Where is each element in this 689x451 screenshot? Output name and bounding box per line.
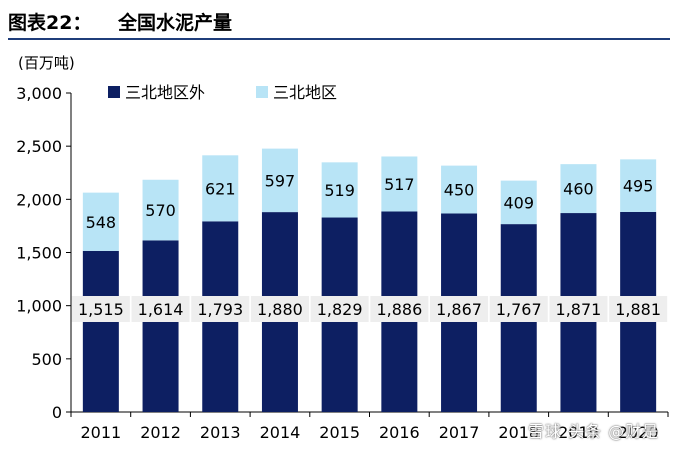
x-tick-label: 2016 bbox=[379, 423, 420, 442]
data-label-box bbox=[370, 296, 429, 322]
y-tick-label: 500 bbox=[31, 350, 62, 369]
bar-segment-three-north bbox=[381, 156, 418, 212]
header-rule bbox=[8, 38, 670, 40]
legend-label: 三北地区外 bbox=[125, 83, 205, 102]
data-label-box bbox=[131, 296, 190, 322]
bar-segment-three-north bbox=[620, 159, 657, 212]
bar-segment-outside-three-north bbox=[142, 240, 179, 412]
data-label-top: 495 bbox=[623, 177, 654, 196]
x-tick-label: 2011 bbox=[80, 423, 121, 442]
x-tick-label: 2014 bbox=[260, 423, 301, 442]
data-label-box bbox=[489, 296, 548, 322]
unit-label: (百万吨) bbox=[18, 54, 75, 72]
data-label-bottom: 1,871 bbox=[556, 300, 602, 319]
data-label-top: 548 bbox=[86, 213, 117, 232]
data-label-box bbox=[250, 296, 309, 322]
data-label-bottom: 1,767 bbox=[496, 300, 542, 319]
data-label-bottom: 1,793 bbox=[197, 300, 243, 319]
y-tick-label: 1,500 bbox=[16, 244, 62, 263]
data-label-top: 517 bbox=[384, 175, 415, 194]
data-label-top: 621 bbox=[205, 179, 236, 198]
y-tick-label: 1,000 bbox=[16, 297, 62, 316]
figure-header: 图表22： 全国水泥产量 bbox=[8, 8, 668, 34]
data-label-bottom: 1,880 bbox=[257, 300, 303, 319]
data-label-top: 409 bbox=[503, 193, 534, 212]
figure-label: 图表22： bbox=[8, 12, 92, 34]
bar-segment-three-north bbox=[82, 192, 119, 251]
bar-segment-three-north bbox=[142, 179, 179, 241]
data-label-box bbox=[609, 296, 668, 322]
data-label-bottom: 1,614 bbox=[138, 300, 184, 319]
y-tick-label: 3,000 bbox=[16, 84, 62, 103]
data-label-top: 519 bbox=[324, 181, 355, 200]
data-label-bottom: 1,881 bbox=[615, 300, 661, 319]
data-label-top: 597 bbox=[265, 171, 296, 190]
data-label-bottom: 1,867 bbox=[436, 300, 482, 319]
bar-segment-three-north bbox=[261, 148, 298, 213]
x-tick-label: 2017 bbox=[439, 423, 480, 442]
data-label-box bbox=[430, 296, 489, 322]
data-label-top: 450 bbox=[444, 181, 475, 200]
legend-swatch bbox=[108, 86, 120, 98]
x-tick-label: 2012 bbox=[140, 423, 181, 442]
watermark: 雪球 头条 @财是 bbox=[528, 422, 660, 441]
x-tick-label: 2013 bbox=[200, 423, 241, 442]
data-label-box bbox=[310, 296, 369, 322]
x-tick-label: 2019 bbox=[558, 423, 599, 442]
legend-label: 三北地区 bbox=[273, 83, 337, 102]
x-tick-label: 2015 bbox=[319, 423, 360, 442]
y-tick-label: 2,500 bbox=[16, 137, 62, 156]
x-tick-label: 2018 bbox=[498, 423, 539, 442]
y-tick-label: 2,000 bbox=[16, 190, 62, 209]
y-tick-label: 0 bbox=[52, 403, 62, 422]
data-label-box bbox=[549, 296, 608, 322]
data-label-box bbox=[191, 296, 250, 322]
bar-segment-three-north bbox=[500, 180, 537, 225]
data-label-box bbox=[71, 296, 130, 322]
bar-segment-outside-three-north bbox=[82, 250, 119, 412]
x-tick-label: 2020 bbox=[618, 423, 659, 442]
bar-segment-three-north bbox=[560, 164, 597, 214]
data-label-top: 460 bbox=[563, 180, 594, 199]
bar-segment-three-north bbox=[321, 162, 358, 218]
data-label-bottom: 1,515 bbox=[78, 300, 124, 319]
data-label-top: 570 bbox=[145, 201, 176, 220]
bar-segment-three-north bbox=[202, 155, 239, 222]
data-label-bottom: 1,886 bbox=[376, 300, 422, 319]
chart-title: 全国水泥产量 bbox=[118, 12, 233, 34]
legend-swatch bbox=[256, 86, 268, 98]
bar-segment-three-north bbox=[441, 165, 478, 214]
data-label-bottom: 1,829 bbox=[317, 300, 363, 319]
